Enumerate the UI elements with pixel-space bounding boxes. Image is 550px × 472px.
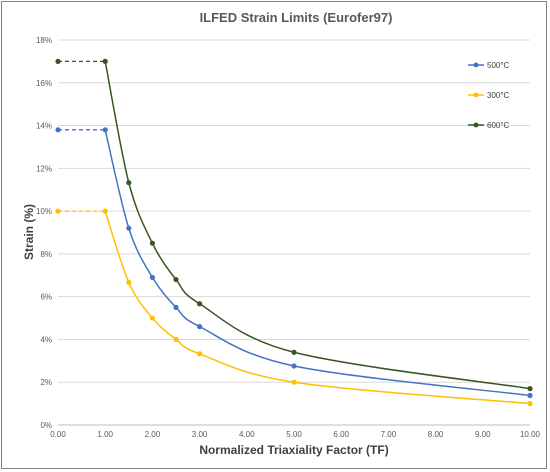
data-point	[149, 240, 155, 246]
x-tick-labels: 0.00 1.00 2.00 3.00 4.00 5.00 6.00 7.00 8.00 9.00…	[50, 430, 540, 439]
legend-label: 500°C	[487, 61, 510, 70]
legend-label: 300°C	[487, 91, 510, 100]
legend: 500°C 300°C 600°C	[468, 61, 510, 130]
x-tick-label: 10.00	[520, 430, 541, 439]
data-point	[102, 127, 108, 133]
y-tick-label: 12%	[36, 164, 52, 173]
series-300c	[55, 208, 533, 407]
data-point	[173, 276, 179, 283]
y-tick-labels: 0% 2% 4% 6% 8% 10% 12% 14% 16% 18%	[36, 36, 52, 430]
data-point	[291, 363, 297, 369]
y-axis-title: Strain (%)	[22, 204, 36, 260]
x-tick-label: 8.00	[428, 430, 444, 439]
y-tick-label: 0%	[40, 421, 52, 430]
data-point	[197, 324, 203, 330]
series-500c	[55, 127, 533, 399]
data-point	[197, 301, 203, 307]
x-tick-label: 5.00	[286, 430, 302, 439]
y-tick-label: 8%	[40, 250, 52, 259]
data-point	[126, 279, 132, 285]
legend-item-500c: 500°C	[468, 61, 510, 70]
series-line	[104, 129, 531, 397]
data-point	[291, 379, 297, 385]
y-tick-label: 14%	[36, 122, 52, 131]
x-tick-label: 4.00	[239, 430, 255, 439]
data-point	[102, 208, 108, 214]
legend-marker	[473, 92, 479, 98]
data-point	[527, 386, 533, 392]
x-tick-label: 9.00	[475, 430, 491, 439]
data-point	[527, 401, 533, 407]
data-point	[55, 208, 61, 214]
data-point	[527, 392, 533, 399]
data-point	[102, 58, 108, 64]
series-600c	[55, 58, 533, 392]
data-point	[197, 351, 203, 357]
data-point	[126, 180, 132, 186]
x-tick-label: 1.00	[97, 430, 113, 439]
y-tick-label: 4%	[40, 335, 52, 344]
x-tick-label: 7.00	[381, 430, 397, 439]
data-point	[55, 127, 61, 133]
data-point	[173, 304, 179, 310]
data-point	[149, 315, 155, 321]
legend-label: 600°C	[487, 121, 510, 130]
series-group	[55, 58, 533, 407]
legend-marker	[473, 122, 479, 128]
data-point	[173, 336, 179, 343]
x-tick-label: 2.00	[145, 430, 161, 439]
data-point	[126, 225, 132, 231]
x-tick-label: 6.00	[333, 430, 349, 439]
data-point	[55, 58, 61, 64]
x-tick-label: 0.00	[50, 430, 66, 439]
series-line	[104, 210, 531, 405]
data-point	[149, 274, 155, 281]
y-tick-label: 16%	[36, 79, 52, 88]
y-tick-label: 2%	[40, 378, 52, 387]
legend-item-300c: 300°C	[468, 91, 510, 100]
legend-marker	[473, 62, 479, 68]
y-tick-label: 18%	[36, 36, 52, 45]
chart-title: ILFED Strain Limits (Eurofer97)	[200, 10, 393, 25]
x-tick-label: 3.00	[192, 430, 208, 439]
y-tick-label: 10%	[36, 207, 52, 216]
legend-item-600c: 600°C	[468, 121, 510, 130]
data-point	[291, 349, 297, 355]
x-axis-title: Normalized Triaxiality Factor (TF)	[199, 443, 388, 457]
y-tick-label: 6%	[40, 293, 52, 302]
gridlines	[58, 39, 530, 383]
series-line	[104, 61, 531, 390]
